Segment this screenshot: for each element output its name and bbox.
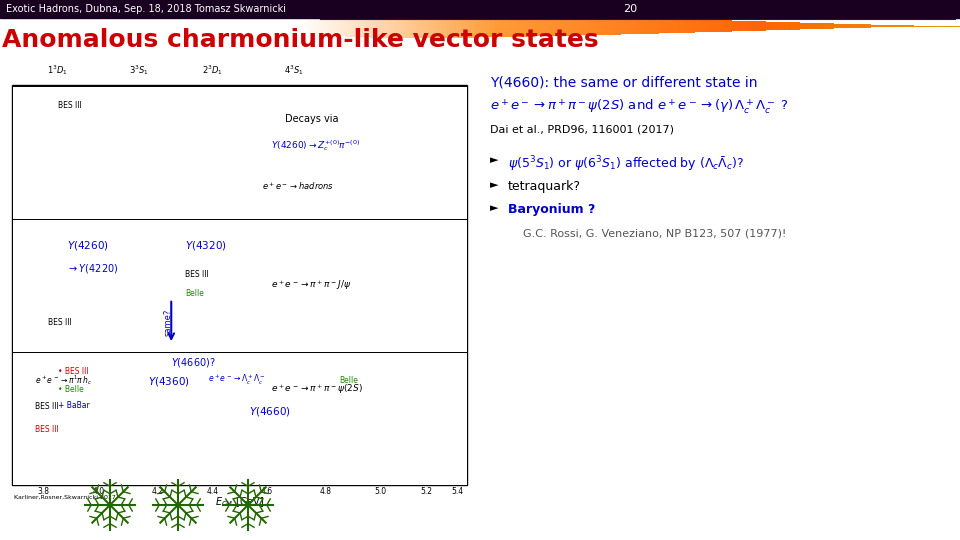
Text: $Y(4320)$: $Y(4320)$	[185, 239, 227, 252]
Text: $e^+e^- \to \pi^+\pi^-\psi(2S)$: $e^+e^- \to \pi^+\pi^-\psi(2S)$	[272, 382, 364, 396]
Text: Anomalous charmonium-like vector states: Anomalous charmonium-like vector states	[2, 28, 598, 52]
Text: $e^+e^- \to \pi^1\pi\, h_c$: $e^+e^- \to \pi^1\pi\, h_c$	[35, 373, 92, 387]
Text: $e^+e^- \to \pi^+\pi^- J/\psi$: $e^+e^- \to \pi^+\pi^- J/\psi$	[272, 279, 351, 292]
Text: Decays via: Decays via	[285, 114, 339, 124]
Text: $1^3D_1$: $1^3D_1$	[47, 63, 68, 77]
Text: $e^+e^- \to hadrons$: $e^+e^- \to hadrons$	[262, 180, 334, 192]
Text: Y(4660): the same or different state in: Y(4660): the same or different state in	[490, 75, 757, 89]
Text: BES III: BES III	[35, 425, 59, 434]
Bar	[12, 352, 467, 485]
Text: BES III: BES III	[48, 318, 72, 327]
Bar	[12, 85, 467, 485]
Text: $E_{CM}$ [GeV]: $E_{CM}$ [GeV]	[215, 495, 264, 509]
Text: $Y(4260)$: $Y(4260)$	[66, 239, 108, 252]
Text: $2^3D_1$: $2^3D_1$	[202, 63, 223, 77]
Text: 4.6: 4.6	[261, 487, 273, 496]
Bar	[0, 0, 960, 18]
Text: 4.0: 4.0	[92, 487, 105, 496]
Text: 5.2: 5.2	[420, 487, 432, 496]
Text: 4.8: 4.8	[320, 487, 332, 496]
Text: 4.4: 4.4	[206, 487, 218, 496]
Text: $\to Y(4220)$: $\to Y(4220)$	[66, 262, 118, 275]
Text: tetraquark?: tetraquark?	[508, 180, 581, 193]
Bar	[12, 86, 467, 219]
Bar	[12, 219, 467, 352]
Text: • BES III: • BES III	[58, 367, 88, 376]
Text: $Y(4660)$: $Y(4660)$	[249, 406, 291, 419]
Text: 5.0: 5.0	[374, 487, 387, 496]
Text: + BaBar: + BaBar	[58, 401, 89, 410]
Text: Belle: Belle	[185, 289, 204, 298]
Text: ►: ►	[490, 203, 498, 213]
Text: $3^3S_1$: $3^3S_1$	[130, 63, 150, 77]
Text: $Y(4360)$: $Y(4360)$	[149, 375, 190, 388]
Text: BES III: BES III	[35, 402, 59, 411]
Text: $e^+e^- \to \Lambda_c^+\Lambda_c^-$: $e^+e^- \to \Lambda_c^+\Lambda_c^-$	[207, 373, 265, 387]
Text: Dai et al., PRD96, 116001 (2017): Dai et al., PRD96, 116001 (2017)	[490, 125, 674, 135]
Text: G.C. Rossi, G. Veneziano, NP B123, 507 (1977)!: G.C. Rossi, G. Veneziano, NP B123, 507 (…	[523, 228, 786, 238]
Text: Baryonium ?: Baryonium ?	[508, 203, 595, 216]
Text: Belle: Belle	[340, 376, 358, 384]
Text: Exotic Hadrons, Dubna, Sep. 18, 2018 Tomasz Skwarnicki: Exotic Hadrons, Dubna, Sep. 18, 2018 Tom…	[6, 4, 286, 14]
Text: Karliner,Rosner,Skwarnicki 2017: Karliner,Rosner,Skwarnicki 2017	[14, 495, 116, 500]
Text: $e^+e^- \to \pi^+\pi^-\psi(2S)$ and $e^+e^- \to(\gamma)\,\Lambda_c^+\Lambda_c^-$: $e^+e^- \to \pi^+\pi^-\psi(2S)$ and $e^+…	[490, 97, 788, 116]
Text: 3.8: 3.8	[37, 487, 50, 496]
Text: $\psi(5^3S_1)$ or $\psi(6^3S_1)$ affected by $(\Lambda_c\bar{\Lambda}_c)$?: $\psi(5^3S_1)$ or $\psi(6^3S_1)$ affecte…	[508, 155, 744, 174]
Text: ►: ►	[490, 180, 498, 190]
Text: BES III: BES III	[185, 271, 208, 279]
Text: 20: 20	[623, 4, 637, 14]
Text: 5.4: 5.4	[452, 487, 464, 496]
Text: BES III: BES III	[58, 102, 82, 111]
Text: • Belle: • Belle	[58, 384, 84, 394]
Text: $Y(4660)?$: $Y(4660)?$	[171, 356, 216, 369]
Text: $Y(4260) \to Z_c^{+(0)}\pi^{-(0)}$: $Y(4260) \to Z_c^{+(0)}\pi^{-(0)}$	[272, 138, 361, 153]
Text: 4.2: 4.2	[152, 487, 163, 496]
Text: ►: ►	[490, 155, 498, 165]
Text: $4^3S_1$: $4^3S_1$	[284, 63, 304, 77]
Text: same?: same?	[163, 309, 172, 336]
